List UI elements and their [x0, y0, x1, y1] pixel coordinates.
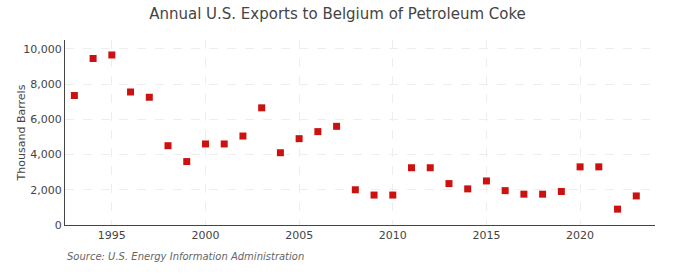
svg-text:4,000: 4,000 — [30, 148, 62, 161]
svg-text:10,000: 10,000 — [23, 43, 62, 56]
svg-text:2020: 2020 — [566, 229, 594, 242]
svg-text:8,000: 8,000 — [30, 78, 62, 91]
svg-text:0: 0 — [55, 219, 62, 232]
svg-text:2015: 2015 — [472, 229, 500, 242]
svg-text:1995: 1995 — [98, 229, 126, 242]
svg-text:6,000: 6,000 — [30, 113, 62, 126]
svg-text:2010: 2010 — [379, 229, 407, 242]
svg-text:Annual U.S. Exports to Belgium: Annual U.S. Exports to Belgium of Petrol… — [149, 5, 526, 23]
svg-text:2000: 2000 — [191, 229, 219, 242]
svg-text:Source: U.S. Energy Informatio: Source: U.S. Energy Information Administ… — [67, 251, 304, 262]
svg-text:2005: 2005 — [285, 229, 313, 242]
svg-text:2,000: 2,000 — [30, 184, 62, 197]
svg-text:Thousand Barrels: Thousand Barrels — [15, 84, 28, 181]
